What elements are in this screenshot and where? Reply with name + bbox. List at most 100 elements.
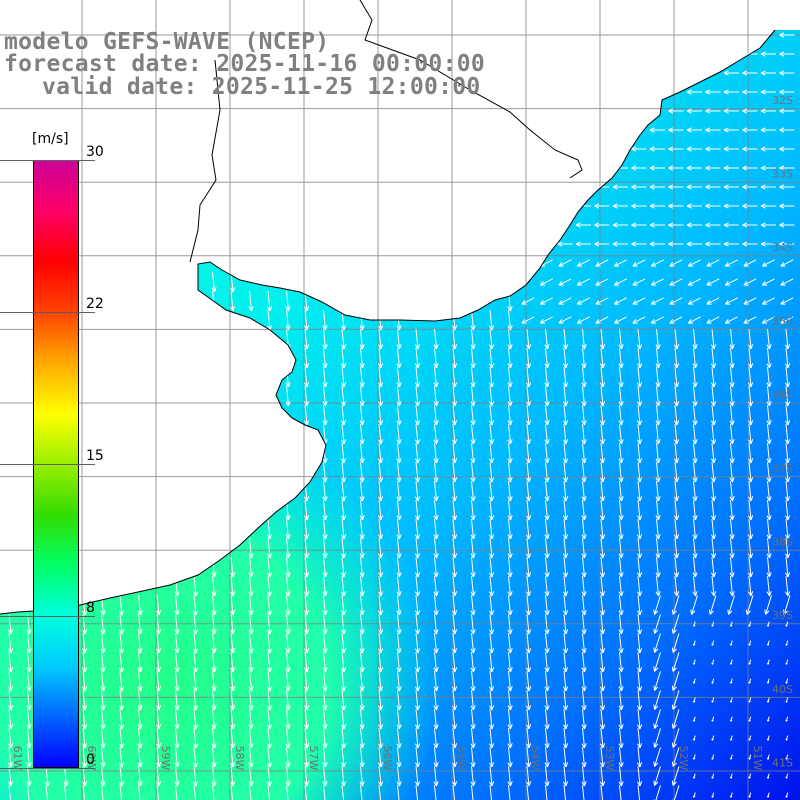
vector-arrow [544,367,550,388]
vector-arrow [742,127,758,133]
vector-arrow [784,443,791,464]
vector-arrow [507,367,513,388]
vector-arrow [562,424,569,445]
vector-arrow [377,709,384,730]
vector-arrow [285,310,291,331]
vector-arrow [655,462,661,483]
vector-arrow [636,671,643,692]
vector-arrow [686,241,702,247]
vector-arrow [285,690,291,711]
vector-arrow [673,557,680,578]
vector-arrow [562,481,569,502]
vector-arrow [137,766,143,787]
vector-arrow [539,297,553,305]
vector-arrow [359,557,365,578]
vector-arrow [653,595,661,615]
vector-arrow [766,557,772,578]
vector-arrow [780,297,794,305]
vector-arrow [525,519,532,540]
vector-arrow [433,443,439,464]
vector-arrow [340,747,347,768]
vector-arrow [668,165,684,171]
vector-arrow [692,462,698,483]
vector-arrow [359,595,365,616]
vector-arrow [377,348,384,369]
vector-arrow [192,595,199,616]
vector-arrow [118,747,125,768]
vector-arrow [322,519,328,540]
vector-arrow [63,766,69,787]
vector-arrow [451,500,458,521]
vector-arrow [322,728,328,749]
vector-arrow [359,462,365,483]
vector-arrow [747,424,754,445]
vector-arrow [359,367,365,388]
vector-arrow [192,766,199,787]
vector-arrow [525,329,532,350]
vector-arrow [669,297,683,305]
vector-arrow [636,500,643,521]
vector-arrow [618,766,624,787]
vector-arrow [599,690,606,711]
vector-arrow [710,386,717,407]
vector-arrow [396,443,402,464]
vector-arrow [303,747,310,768]
vector-arrow [687,259,701,267]
vector-arrow [118,728,125,749]
vector-arrow [341,785,345,800]
vector-arrow [118,766,125,787]
vector-arrow [470,728,476,749]
vector-arrow [192,671,199,692]
vector-arrow [507,405,513,426]
vector-arrow [686,89,702,95]
vector-arrow [414,481,421,502]
vector-arrow [118,652,125,673]
vector-arrow [760,51,776,57]
vector-arrow [322,576,328,597]
vector-arrow [507,671,513,692]
vector-arrow [488,348,495,369]
vector-arrow [779,203,795,209]
vector-arrow [155,766,162,787]
vector-arrow [174,633,180,654]
vector-arrow [26,728,32,749]
vector-arrow [760,203,776,209]
vector-arrow [433,329,439,350]
vector-arrow [562,367,569,388]
vector-arrow [636,462,643,483]
vector-arrow [671,614,680,634]
vector-arrow [618,462,624,483]
vector-arrow [359,329,365,350]
vector-arrow [470,386,476,407]
vector-arrow [760,165,776,171]
vector-arrow [581,576,587,597]
vector-arrow [451,690,458,711]
vector-arrow [653,614,661,634]
vector-arrow [470,424,476,445]
vector-arrow [673,519,680,540]
vector-arrow [730,640,733,646]
vector-arrow [525,557,532,578]
vector-arrow [248,747,254,768]
vector-arrow [525,500,532,521]
vector-arrow [708,595,717,615]
vector-arrow [322,671,328,692]
vector-arrow [451,671,458,692]
vector-arrow [285,728,291,749]
vector-arrow [671,652,680,672]
vector-arrow [544,747,550,768]
vector-arrow [594,222,610,228]
vector-arrow [488,690,495,711]
vector-arrow [322,690,328,711]
vector-arrow [229,557,236,578]
vector-arrow [248,766,254,787]
vector-arrow [285,519,291,540]
vector-arrow [433,652,439,673]
vector-arrow [761,297,775,305]
vector-arrow [470,310,476,331]
vector-arrow [671,747,680,767]
vector-arrow [488,671,495,692]
vector-arrow [562,671,569,692]
